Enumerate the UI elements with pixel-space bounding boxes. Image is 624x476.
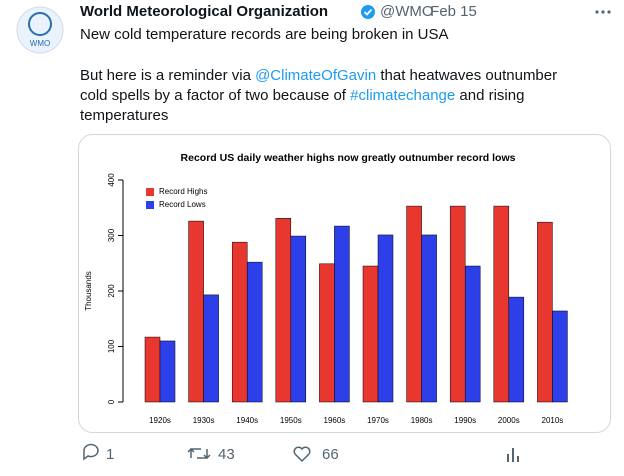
x-tick-label: 1940s [236,416,258,425]
verified-check [363,8,373,16]
bar [406,205,422,403]
bar [362,265,379,403]
chart-title: Record US daily weather highs now greatl… [181,152,516,164]
verified-badge [361,5,375,19]
body-line: cold spells by a factor of two because o… [80,87,524,104]
headline: New cold temperature records are being b… [80,26,449,43]
reply-count: 1 [106,446,114,463]
tweet-body: But here is a reminder via @ClimateOfGav… [80,67,557,124]
avatar[interactable] [16,6,64,54]
body-line: temperatures [80,107,168,124]
y-tick-label: 400 [107,173,116,187]
x-tick-label: 1980s [411,416,433,425]
body-line: But here is a reminder via @ClimateOfGav… [80,67,557,84]
reply-icon[interactable] [83,443,99,461]
bar [144,336,161,403]
x-tick-label: 1930s [193,416,215,425]
bar [275,218,292,403]
bar [290,235,307,403]
bar [246,261,263,403]
y-tick-label: 0 [107,399,116,404]
bar [203,294,219,403]
like-icon[interactable] [293,446,311,463]
handle[interactable]: @WMO [380,3,434,20]
body-text: But here is a reminder via [80,67,255,84]
body-text: cold spells by a factor of two because o… [80,87,350,104]
body-text: that heatwaves outnumber [376,67,557,84]
bar [537,221,553,403]
date[interactable]: · Feb 15 [421,3,477,20]
y-tick-label: 100 [107,339,116,353]
like-count: 66 [322,446,339,463]
bar [493,205,510,403]
link[interactable]: @ClimateOfGavin [255,67,376,84]
x-tick-label: 1990s [454,416,476,425]
bar [464,265,481,403]
bar [159,340,176,403]
avatar-globe [28,12,52,36]
x-tick-label: 1950s [280,416,302,425]
retweet-icon[interactable] [187,447,211,460]
legend-label: Record Highs [159,187,207,196]
y-axis-label: Thousands [84,271,93,311]
bar [552,310,568,403]
legend-swatch [146,201,154,209]
y-tick-label: 300 [107,228,116,242]
body-text: temperatures [80,107,168,124]
bar [188,220,204,403]
x-tick-label: 2000s [498,416,520,425]
analytics-icon[interactable] [507,448,519,462]
bar [421,234,437,403]
x-tick-label: 1960s [324,416,346,425]
body-text: and rising [455,87,524,104]
x-tick-label: 1920s [149,416,171,425]
bar [377,234,394,403]
y-tick-label: 200 [107,284,116,298]
retweet-count: 43 [218,446,235,463]
bar [508,296,525,403]
author-name[interactable]: World Meteorological Organization [80,3,328,20]
avatar-text: WMO [30,39,50,48]
chart: Record US daily weather highs now greatl… [84,152,568,425]
bar [319,263,335,403]
x-tick-label: 2010s [542,416,564,425]
bar [449,205,466,403]
bar [231,241,248,403]
link[interactable]: #climatechange [350,87,455,104]
x-tick-label: 1970s [367,416,389,425]
legend-label: Record Lows [159,200,206,209]
legend-swatch [146,188,154,196]
more-menu[interactable] [595,10,611,14]
bar [334,225,350,403]
